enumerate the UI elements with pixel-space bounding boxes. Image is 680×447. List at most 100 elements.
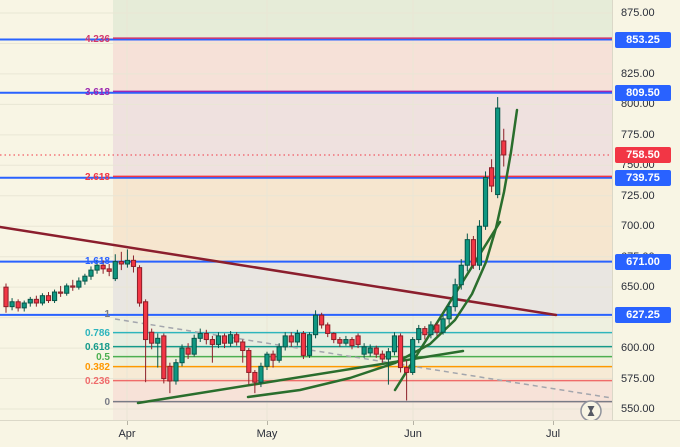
fib-fill bbox=[113, 382, 612, 403]
candle-body bbox=[264, 353, 270, 367]
candle-body bbox=[391, 335, 398, 353]
candle-body bbox=[373, 347, 379, 355]
price-axis[interactable]: 875.00 825.00 800.00 775.00 750.00 725.00 700.… bbox=[612, 0, 680, 447]
candle-body bbox=[179, 347, 185, 364]
candle-body bbox=[45, 295, 52, 302]
fib-label-0.5: 0.5 bbox=[96, 352, 110, 363]
candle-body bbox=[143, 301, 149, 341]
time-axis-label-apr: Apr bbox=[118, 428, 136, 440]
descending-dashed-trendline[interactable] bbox=[114, 318, 613, 399]
candle-body bbox=[331, 332, 337, 341]
candle-body bbox=[15, 301, 21, 309]
time-axis-tick bbox=[553, 421, 554, 425]
candle-body bbox=[422, 328, 428, 336]
alert-price-badge: 627.25 bbox=[615, 306, 671, 323]
candle-body bbox=[155, 337, 161, 344]
candle-body bbox=[379, 353, 385, 360]
time-axis-label-jun: Jun bbox=[404, 428, 422, 440]
candle-body bbox=[440, 318, 446, 333]
price-axis-label: 775.00 bbox=[621, 128, 655, 141]
price-axis-label: 575.00 bbox=[621, 372, 655, 385]
candle-body bbox=[355, 335, 361, 345]
alert-price-badge: 853.25 bbox=[615, 31, 671, 48]
candle-body bbox=[21, 302, 27, 309]
candle-body bbox=[185, 347, 191, 355]
fib-fill bbox=[113, 39, 612, 93]
candle-body bbox=[136, 267, 143, 304]
fib-label-4.236: 4.236 bbox=[84, 33, 110, 45]
candle-body bbox=[39, 295, 46, 304]
parabolic-curve[interactable] bbox=[246, 108, 519, 399]
time-axis-label-may: May bbox=[256, 428, 278, 440]
alert-price-badge: 671.00 bbox=[615, 253, 671, 270]
candle-body bbox=[306, 334, 313, 356]
candle-body bbox=[367, 347, 373, 354]
candle-body bbox=[343, 339, 349, 344]
candle-body bbox=[458, 264, 464, 286]
fib-label-1.618: 1.618 bbox=[84, 255, 110, 267]
candle-body bbox=[203, 332, 209, 341]
candle-body bbox=[252, 371, 258, 383]
candle-body bbox=[361, 346, 367, 355]
candle-body bbox=[246, 350, 252, 373]
fib-label-0: 0 bbox=[104, 397, 110, 408]
candle-body bbox=[106, 268, 112, 272]
candle-body bbox=[76, 280, 82, 288]
candle-body bbox=[312, 314, 319, 336]
fib-fill bbox=[113, 358, 612, 368]
candle-body bbox=[452, 284, 458, 308]
time-axis-tick bbox=[413, 421, 414, 425]
current-price-badge: 758.50 bbox=[615, 146, 671, 163]
candle-body bbox=[410, 339, 416, 373]
candle-body bbox=[9, 301, 15, 308]
time-axis-tick bbox=[267, 421, 268, 425]
candle-body bbox=[149, 331, 155, 344]
candle-body bbox=[428, 324, 434, 336]
time-axis-label-jul: Jul bbox=[545, 428, 561, 440]
candle-body bbox=[130, 259, 137, 267]
candle-body bbox=[270, 353, 276, 361]
candle-body bbox=[495, 107, 501, 196]
candle-body bbox=[416, 328, 422, 341]
fib-label-0.618: 0.618 bbox=[84, 342, 110, 353]
candle-body bbox=[319, 314, 325, 326]
price-axis-label: 800.00 bbox=[621, 98, 655, 111]
candle-body bbox=[397, 335, 404, 369]
time-axis[interactable]: Apr May Jun Jul bbox=[0, 420, 680, 447]
alert-price-badge: 809.50 bbox=[615, 84, 671, 101]
fib-fill bbox=[113, 0, 612, 40]
candle-body bbox=[161, 335, 167, 380]
candle-body bbox=[3, 286, 9, 308]
alert-price-badge: 739.75 bbox=[615, 169, 671, 186]
candle-body bbox=[470, 239, 476, 266]
fib-label-0.382: 0.382 bbox=[84, 362, 110, 373]
candle-body bbox=[33, 298, 39, 304]
descending-resistance-trendline[interactable] bbox=[0, 225, 558, 317]
hourglass-countdown-icon[interactable] bbox=[580, 400, 602, 422]
candle-body bbox=[100, 264, 106, 270]
candle-body bbox=[234, 334, 240, 343]
candle-body bbox=[124, 259, 131, 265]
fib-label-0.786: 0.786 bbox=[84, 328, 110, 339]
candle-body bbox=[501, 140, 507, 156]
candle-body bbox=[58, 291, 64, 294]
candle-body bbox=[64, 285, 70, 294]
candle-body bbox=[209, 339, 215, 345]
candle-body bbox=[173, 362, 179, 382]
candle-body bbox=[300, 332, 307, 356]
candle-body bbox=[27, 298, 33, 304]
fib-fill bbox=[113, 403, 612, 420]
fib-label-3.618: 3.618 bbox=[84, 86, 110, 98]
candle-body bbox=[288, 335, 294, 343]
price-axis-label: 825.00 bbox=[621, 67, 655, 80]
candle-body bbox=[94, 264, 100, 271]
fib-fill bbox=[113, 261, 612, 315]
price-axis-label: 550.00 bbox=[621, 403, 655, 415]
price-axis-label: 725.00 bbox=[621, 189, 655, 202]
candle-body bbox=[240, 341, 246, 352]
candle-body bbox=[482, 176, 489, 227]
ascending-support-trendline[interactable] bbox=[136, 349, 465, 405]
candle-body bbox=[167, 365, 173, 382]
